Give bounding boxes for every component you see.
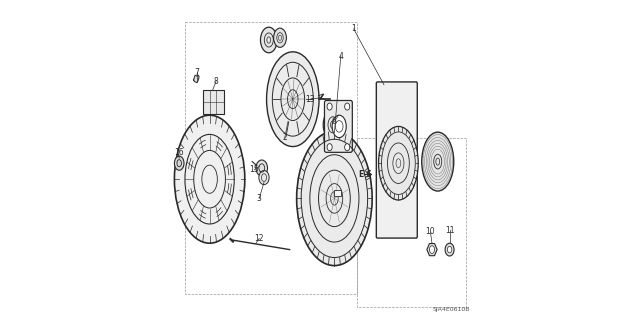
- Ellipse shape: [429, 246, 435, 253]
- Ellipse shape: [174, 156, 184, 170]
- Ellipse shape: [327, 144, 332, 151]
- Text: 15: 15: [250, 165, 259, 174]
- Ellipse shape: [260, 27, 277, 53]
- Text: 2: 2: [282, 133, 287, 142]
- Ellipse shape: [379, 126, 419, 200]
- Ellipse shape: [344, 144, 349, 151]
- Text: 10: 10: [426, 228, 435, 236]
- Polygon shape: [427, 244, 437, 256]
- Text: E-6: E-6: [358, 170, 371, 179]
- Ellipse shape: [256, 160, 268, 176]
- Text: 8: 8: [214, 77, 218, 86]
- Ellipse shape: [447, 246, 452, 253]
- Text: 6: 6: [332, 117, 337, 126]
- Text: 7: 7: [195, 68, 199, 76]
- Text: 11: 11: [445, 226, 454, 235]
- Ellipse shape: [174, 115, 245, 243]
- Ellipse shape: [297, 131, 372, 266]
- Text: SJA4E0610B: SJA4E0610B: [433, 307, 470, 312]
- Ellipse shape: [344, 103, 349, 110]
- FancyBboxPatch shape: [324, 100, 352, 152]
- Ellipse shape: [332, 115, 346, 138]
- FancyBboxPatch shape: [376, 82, 417, 238]
- Bar: [204, 90, 224, 114]
- Text: 12: 12: [255, 234, 264, 243]
- Ellipse shape: [422, 132, 454, 191]
- Ellipse shape: [445, 243, 454, 256]
- Ellipse shape: [323, 109, 342, 140]
- Text: 16: 16: [173, 148, 184, 157]
- Ellipse shape: [327, 103, 332, 110]
- Text: 4: 4: [339, 52, 343, 60]
- Text: 13: 13: [305, 95, 316, 104]
- Ellipse shape: [274, 28, 287, 47]
- Ellipse shape: [259, 171, 269, 185]
- Polygon shape: [193, 75, 199, 83]
- Text: 3: 3: [257, 194, 262, 203]
- Text: 1: 1: [351, 24, 356, 33]
- Bar: [334, 190, 341, 196]
- Ellipse shape: [266, 52, 319, 147]
